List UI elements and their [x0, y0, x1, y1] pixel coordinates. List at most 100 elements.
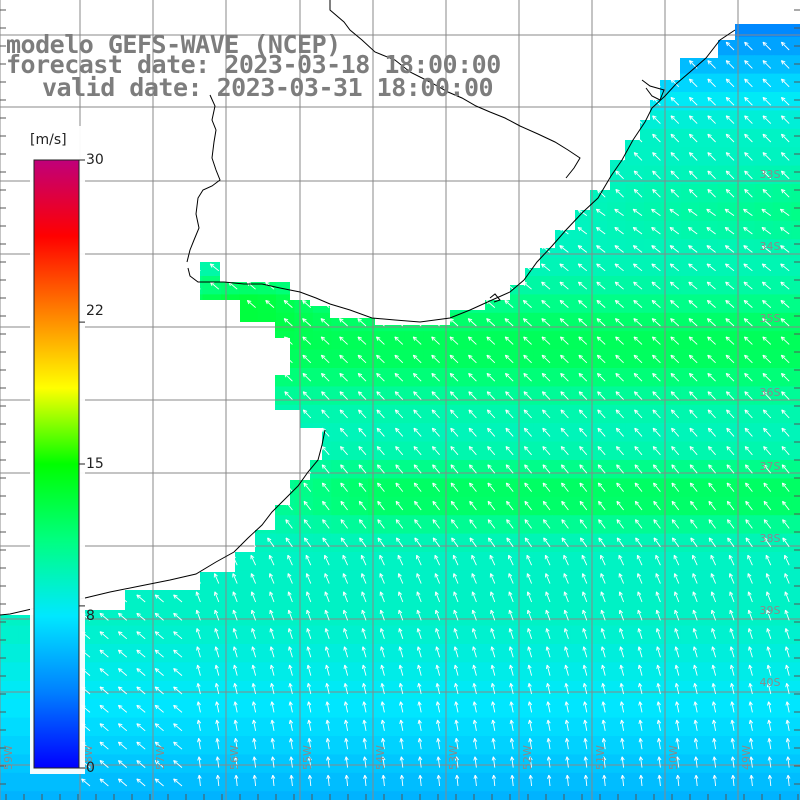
wind-speed-cell — [791, 496, 800, 516]
wind-speed-cell — [699, 368, 719, 387]
wind-arrow — [577, 226, 588, 235]
wind-arrow — [269, 573, 275, 584]
wind-arrow — [472, 664, 477, 676]
wind-speed-cell — [680, 404, 700, 424]
wind-arrow — [614, 281, 624, 290]
wind-arrow — [707, 133, 716, 143]
wind-speed-cell — [717, 349, 737, 369]
wind-arrow — [559, 318, 569, 327]
wind-arrow — [747, 628, 753, 639]
wind-arrow — [269, 628, 275, 639]
wind-arrow — [780, 263, 790, 272]
wind-arrow — [651, 208, 661, 216]
wind-arrow — [541, 318, 551, 327]
wind-speed-cell — [772, 570, 792, 590]
wind-speed-cell — [736, 386, 755, 406]
wind-speed-cell — [276, 625, 295, 645]
wind-speed-cell — [791, 533, 800, 553]
wind-arrow — [325, 719, 330, 731]
wind-speed-cell — [791, 404, 800, 424]
wind-speed-cell — [496, 552, 516, 571]
wind-arrow — [418, 774, 423, 787]
wind-arrow — [361, 609, 367, 621]
wind-speed-cell — [699, 460, 719, 479]
wind-arrow — [358, 446, 367, 456]
wind-arrow — [748, 719, 754, 731]
wind-arrow — [657, 756, 662, 768]
wind-arrow — [688, 96, 698, 106]
wind-speed-cell — [754, 570, 774, 590]
wind-arrow — [343, 701, 349, 713]
wind-arrow — [781, 446, 790, 456]
wind-arrow — [232, 573, 238, 584]
wind-arrow — [358, 427, 367, 437]
wind-arrow — [616, 519, 624, 529]
wind-speed-cell — [680, 147, 700, 167]
wind-speed-cell — [588, 386, 608, 406]
wind-speed-cell — [699, 386, 719, 406]
wind-arrow — [197, 774, 202, 787]
wind-arrow — [468, 446, 477, 456]
wind-arrow — [491, 756, 496, 768]
wind-arrow — [541, 281, 551, 290]
wind-speed-cell — [0, 717, 19, 737]
wind-arrow — [326, 774, 331, 787]
wind-arrow — [743, 245, 753, 253]
wind-speed-cell — [533, 607, 553, 627]
wind-arrow — [232, 628, 238, 639]
wind-speed-cell — [533, 515, 553, 535]
wind-speed-cell — [644, 662, 663, 682]
wind-speed-cell — [220, 717, 240, 737]
wind-arrow — [522, 281, 532, 290]
wind-arrow — [581, 573, 588, 584]
wind-arrow — [671, 427, 680, 437]
wind-arrow — [543, 537, 551, 548]
wind-arrow — [564, 646, 569, 658]
wind-speed-cell — [92, 791, 111, 800]
wind-arrow — [449, 336, 459, 345]
wind-arrow — [618, 591, 625, 603]
wind-arrow — [154, 704, 164, 713]
wind-arrow — [782, 519, 790, 529]
wind-speed-cell — [368, 680, 387, 700]
wind-arrow — [136, 723, 146, 732]
wind-speed-cell — [202, 699, 222, 719]
wind-speed-cell — [754, 423, 774, 443]
wind-arrow — [136, 631, 146, 640]
wind-speed-cell — [717, 36, 737, 56]
wind-speed-cell — [331, 607, 351, 627]
wind-arrow — [670, 133, 680, 143]
wind-arrow — [362, 738, 367, 750]
wind-speed-cell — [644, 349, 663, 369]
wind-speed-cell — [680, 441, 700, 461]
wind-speed-cell — [736, 147, 755, 167]
wind-arrow — [693, 664, 698, 676]
wind-speed-cell — [680, 460, 700, 479]
wind-arrow — [688, 318, 698, 327]
wind-arrow — [173, 741, 183, 750]
wind-arrow — [748, 646, 753, 658]
wind-speed-cell — [552, 441, 571, 461]
wind-speed-cell — [570, 680, 590, 700]
wind-arrow — [321, 446, 330, 456]
wind-arrow — [763, 464, 772, 474]
wind-arrow — [578, 409, 588, 419]
wind-arrow — [362, 683, 367, 695]
wind-arrow — [637, 628, 643, 639]
wind-speed-cell — [496, 607, 516, 627]
wind-arrow — [510, 774, 515, 787]
coastline-segment — [641, 79, 665, 101]
wind-speed-cell — [0, 680, 19, 700]
wind-arrow — [197, 738, 202, 750]
wind-arrow — [670, 152, 680, 161]
wind-speed-cell — [717, 662, 737, 682]
wind-arrow — [615, 336, 624, 345]
wind-speed-cell — [460, 662, 479, 682]
wind-speed-cell — [349, 441, 369, 461]
wind-arrow — [712, 774, 717, 787]
wind-speed-cell — [772, 368, 792, 387]
wind-arrow — [467, 318, 477, 327]
wind-speed-cell — [791, 772, 800, 792]
wind-speed-cell — [570, 496, 590, 516]
wind-speed-cell — [607, 423, 627, 443]
